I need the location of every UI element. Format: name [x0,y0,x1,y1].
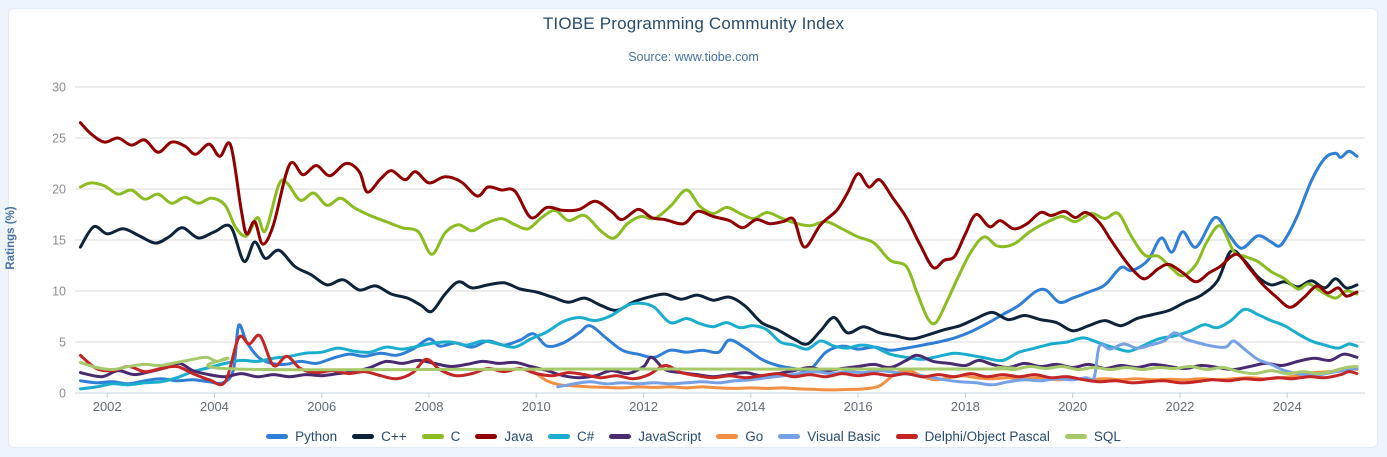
series-line-java[interactable] [78,121,1359,309]
chart-title: TIOBE Programming Community Index [542,14,845,33]
legend-swatch-icon [547,433,570,439]
x-tick-label: 2022 [1165,399,1194,414]
legend-item-java[interactable]: Java [475,429,533,444]
series-line-c-[interactable] [78,301,1359,391]
legend-label: Python [295,428,338,444]
series-line-python[interactable] [78,149,1359,386]
y-tick-label: 20 [52,183,66,197]
chart-subtitle: Source: www.tiobe.com [628,50,759,64]
y-tick-label: 5 [59,336,66,350]
legend-label: Go [745,428,764,444]
x-tick-label: 2006 [307,399,336,414]
x-tick-label: 2016 [844,399,873,414]
x-tick-label: 2014 [736,399,765,414]
legend-item-delphi-object-pascal[interactable]: Delphi/Object Pascal [895,428,1050,444]
x-tick-label: 2004 [200,399,229,414]
legend-swatch-icon [716,433,739,439]
legend-swatch-icon [1064,433,1087,439]
legend-swatch-icon [421,433,444,439]
x-tick-label: 2012 [629,399,658,414]
legend-item-c[interactable]: C [421,428,461,444]
legend-item-sql[interactable]: SQL [1064,428,1121,444]
legend-label: SQL [1093,428,1121,444]
legend-label: Java [504,428,533,444]
legend-swatch-icon [609,433,632,439]
legend-swatch-icon [778,433,801,439]
legend-label: JavaScript [638,428,702,444]
x-tick-label: 2018 [951,399,980,414]
y-tick-label: 10 [52,285,66,299]
legend-item-javascript[interactable]: JavaScript [609,429,701,444]
y-tick-label: 30 [52,81,66,95]
x-tick-label: 2010 [522,399,551,414]
x-tick-label: 2002 [93,399,122,414]
legend-swatch-icon [352,433,375,439]
legend-swatch-icon [475,433,498,439]
series-line-visual-basic[interactable] [556,331,1359,389]
legend-item-go[interactable]: Go [716,429,763,444]
legend-item-python[interactable]: Python [266,429,337,444]
x-tick-label: 2008 [415,399,444,414]
legend-label: Delphi/Object Pascal [924,428,1050,444]
x-tick-label: 2024 [1273,399,1302,414]
legend-label: C [450,428,461,444]
legend-item-c-[interactable]: C++ [352,429,407,444]
series-line-c[interactable] [78,178,1359,326]
legend-label: C# [576,428,595,444]
legend-item-c-[interactable]: C# [547,428,595,444]
legend-swatch-icon [266,433,289,439]
legend-label: C++ [381,428,407,444]
x-tick-label: 2020 [1058,399,1087,414]
series-line-delphi-object-pascal[interactable] [78,333,1359,387]
y-tick-label: 0 [59,387,66,401]
y-tick-label: 15 [52,234,66,248]
series-line-c-[interactable] [78,223,1359,346]
series-line-sql[interactable] [78,355,1359,376]
legend-item-visual-basic[interactable]: Visual Basic [778,428,881,444]
legend-swatch-icon [895,433,918,439]
chart-legend: Python C++ C Java C# JavaScript Go Visual Basic… [0,424,1387,448]
y-tick-label: 25 [52,132,66,146]
legend-label: Visual Basic [807,428,881,444]
